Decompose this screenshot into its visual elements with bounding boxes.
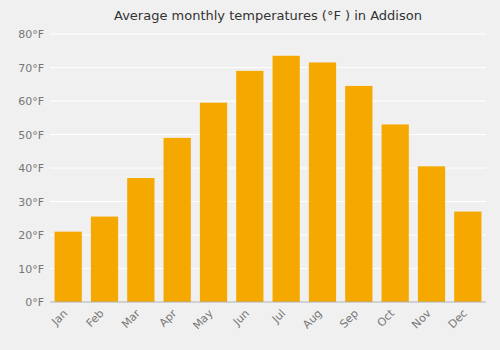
grid-line <box>50 67 486 68</box>
y-tick-label: 30°F <box>18 196 44 209</box>
bar <box>273 56 300 302</box>
grid <box>50 34 486 302</box>
title: Average monthly temperatures (°F ) in Ad… <box>114 8 422 23</box>
x-axis-line <box>50 302 486 303</box>
y-tick-label: 60°F <box>18 95 44 108</box>
x-tick-label: May <box>190 307 216 333</box>
y-tick-label: 70°F <box>18 62 44 75</box>
x-tick-label: Apr <box>157 307 180 330</box>
bar <box>345 86 372 302</box>
y-tick-label: 0°F <box>25 296 44 309</box>
bar <box>454 212 481 302</box>
grid-line <box>50 134 486 135</box>
x-tick-label: Jul <box>269 307 288 326</box>
y-tick-label: 50°F <box>18 129 44 142</box>
y-tick-label: 40°F <box>18 162 44 175</box>
background <box>0 0 500 350</box>
grid-line <box>50 101 486 102</box>
bar <box>164 138 191 302</box>
y-tick-label: 20°F <box>18 229 44 242</box>
grid-line <box>50 34 486 35</box>
bar <box>309 62 336 302</box>
chart: Average monthly temperatures (°F ) in Ad… <box>0 0 500 350</box>
bar <box>236 71 263 302</box>
x-tick-label: Jun <box>230 307 252 329</box>
bar <box>91 217 118 302</box>
y-tick-label: 80°F <box>18 28 44 41</box>
bar <box>418 166 445 302</box>
bar <box>382 124 409 302</box>
x-tick-label: Jan <box>48 307 70 329</box>
y-tick-label: 10°F <box>18 263 44 276</box>
x-tick-label: Sep <box>337 307 361 331</box>
bar <box>55 232 82 302</box>
chart-container: Average monthly temperatures (°F ) in Ad… <box>0 0 500 350</box>
x-tick-label: Mar <box>119 307 143 331</box>
x-tick-label: Nov <box>409 307 434 332</box>
x-tick-label: Aug <box>300 307 324 331</box>
grid-line <box>50 302 486 303</box>
bars <box>55 56 482 302</box>
bar <box>127 178 154 302</box>
bar <box>200 103 227 302</box>
x-tick-label: Feb <box>84 307 107 330</box>
x-tick-label: Oct <box>375 306 398 329</box>
x-tick-label: Dec <box>446 307 470 331</box>
